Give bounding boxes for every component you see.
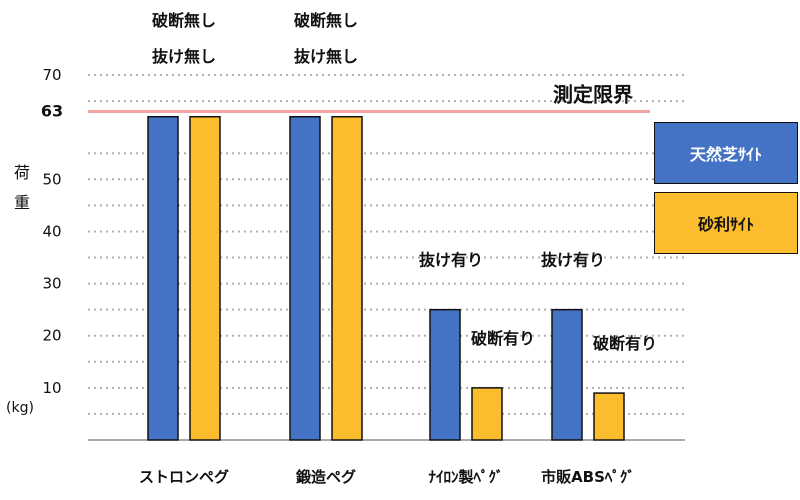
legend-item-natural-grass-site: 天然芝ｻｲﾄ — [654, 122, 798, 184]
y-tick-label: 30 — [42, 275, 61, 293]
bar-natural-grass — [147, 115, 179, 441]
bar-natural-grass — [551, 308, 583, 441]
bar-annotation: 抜け有り — [541, 251, 605, 270]
y-axis-unit: (kg) — [6, 400, 34, 416]
bar-gravel — [471, 387, 503, 441]
bar-annotation: 破断無し — [152, 11, 216, 30]
bar-gravel — [189, 115, 221, 441]
y-tick-label: 40 — [42, 222, 61, 240]
x-category-label: 鍛造ペグ — [296, 468, 356, 486]
bar-gravel — [331, 115, 363, 441]
legend-label: 天然芝ｻｲﾄ — [689, 145, 762, 164]
bar-annotation: 抜け有り — [419, 251, 483, 270]
legend-label: 砂利ｻｲﾄ — [697, 215, 754, 234]
bar-annotation: 破断無し — [294, 11, 358, 30]
y-tick-label: 50 — [42, 170, 61, 188]
limit-label: 測定限界 — [553, 83, 633, 107]
y-axis-label-char: 荷 — [14, 163, 30, 182]
bar-annotation: 抜け無し — [152, 47, 216, 66]
bar-natural-grass — [429, 308, 461, 441]
x-category-label: ﾅｲﾛﾝ製ﾍﾟｸﾞ — [428, 468, 503, 486]
bar-annotation: 抜け無し — [294, 47, 358, 66]
bar-annotation: 破断有り — [593, 334, 657, 353]
y-tick-label: 70 — [42, 66, 61, 84]
bar-gravel — [593, 392, 625, 441]
y-axis-label-char: 重 — [14, 193, 30, 212]
bar-annotation: 破断有り — [471, 329, 535, 348]
bar-natural-grass — [289, 115, 321, 441]
y-tick-label: 10 — [42, 379, 61, 397]
limit-value-label: 63 — [41, 102, 63, 121]
x-category-label: 市販ABSﾍﾟｸﾞ — [541, 468, 635, 486]
x-category-label: ストロンペグ — [139, 468, 229, 486]
legend-item-gravel-site: 砂利ｻｲﾄ — [654, 192, 798, 254]
y-tick-label: 20 — [42, 327, 61, 345]
